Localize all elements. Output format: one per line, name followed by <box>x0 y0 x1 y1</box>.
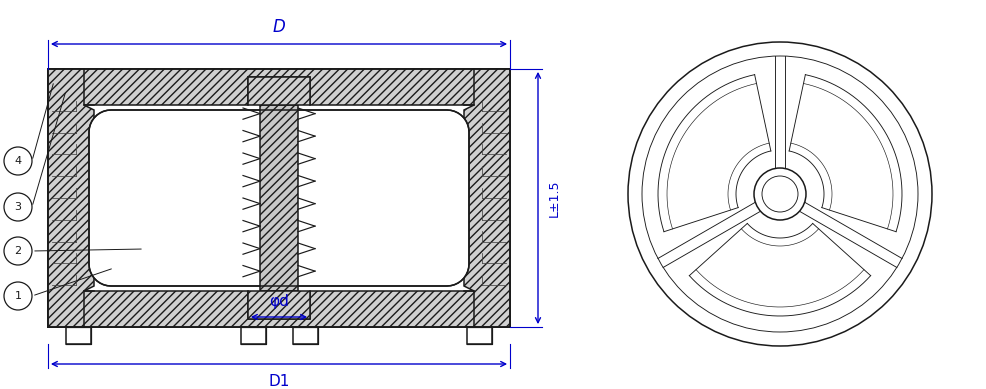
Polygon shape <box>247 291 310 319</box>
Polygon shape <box>48 69 510 327</box>
Text: 3: 3 <box>15 202 22 212</box>
Polygon shape <box>466 327 491 344</box>
Polygon shape <box>48 69 94 327</box>
Text: D: D <box>272 18 285 36</box>
Text: L±1.5: L±1.5 <box>547 179 560 217</box>
Polygon shape <box>247 77 310 105</box>
Polygon shape <box>463 69 510 327</box>
Polygon shape <box>241 327 266 344</box>
Polygon shape <box>89 110 468 286</box>
Text: φd: φd <box>269 294 289 309</box>
Polygon shape <box>48 291 510 327</box>
Text: 1: 1 <box>15 291 22 301</box>
Polygon shape <box>48 69 510 105</box>
Circle shape <box>627 42 931 346</box>
Polygon shape <box>259 105 298 291</box>
Text: 4: 4 <box>15 156 22 166</box>
Polygon shape <box>66 327 91 344</box>
Polygon shape <box>293 327 317 344</box>
Text: 2: 2 <box>15 246 22 256</box>
Text: D1: D1 <box>268 374 290 389</box>
